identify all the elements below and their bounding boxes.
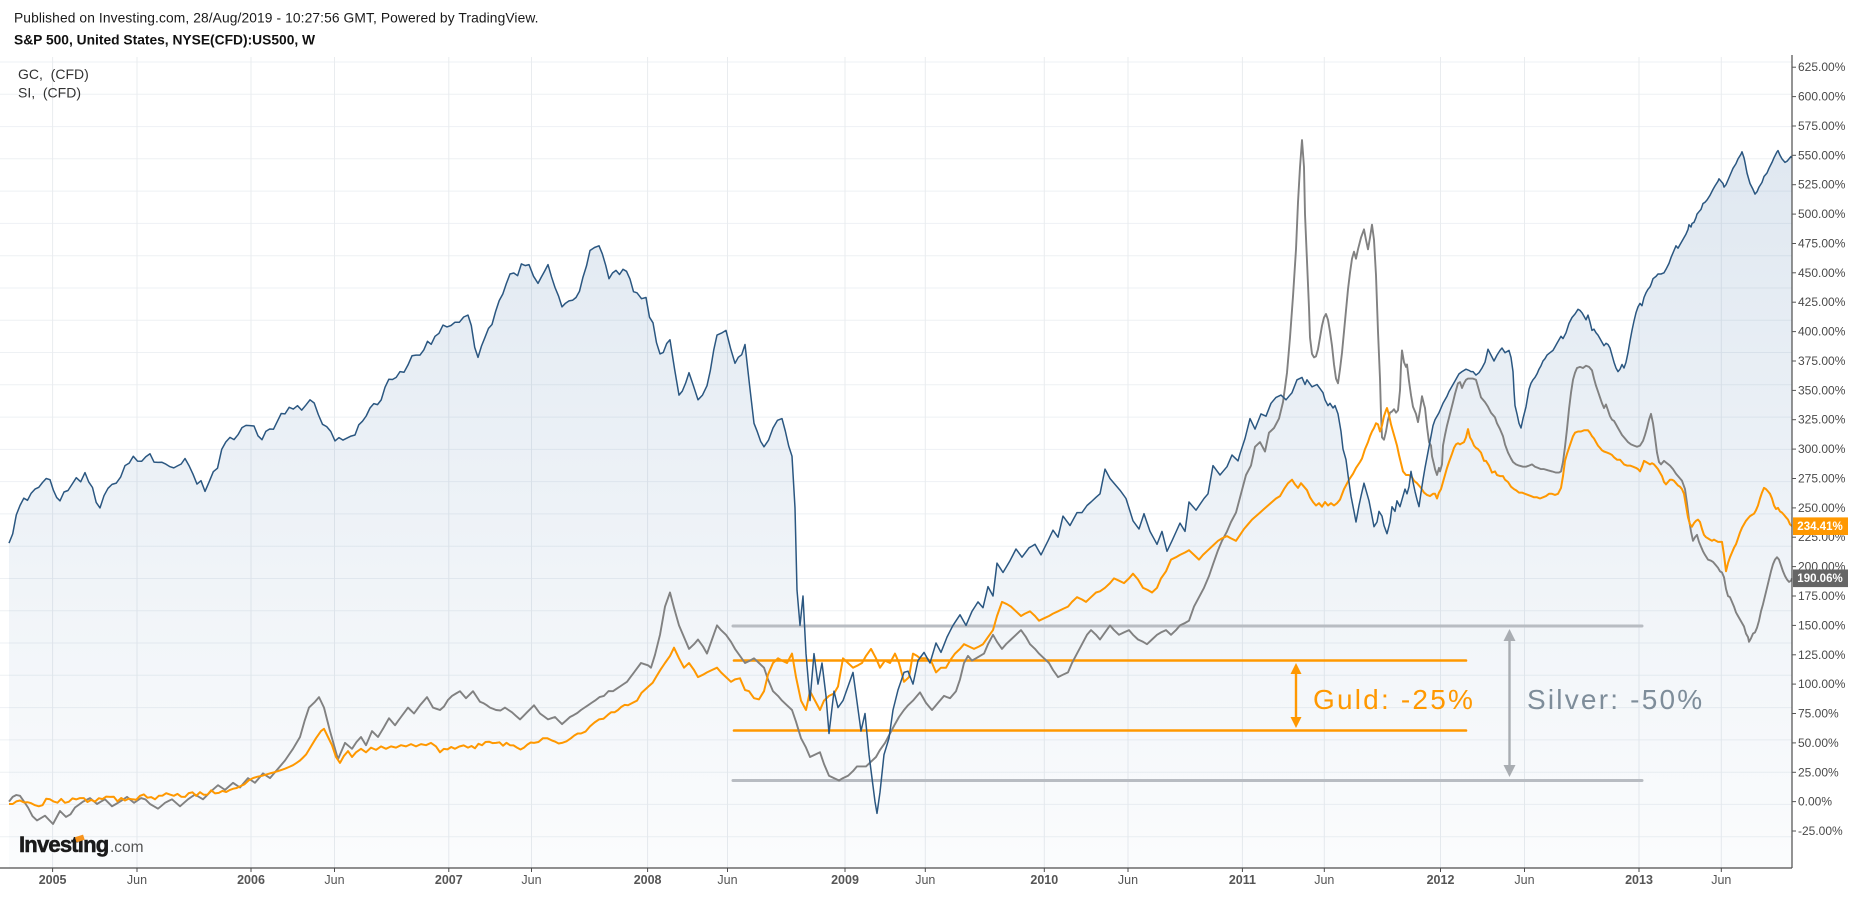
svg-text:2008: 2008 [634, 873, 662, 887]
svg-text:Guld: -25%: Guld: -25% [1313, 684, 1475, 715]
svg-text:600.00%: 600.00% [1798, 90, 1846, 104]
svg-text:2010: 2010 [1030, 873, 1058, 887]
svg-text:250.00%: 250.00% [1798, 501, 1846, 515]
svg-text:Jun: Jun [521, 873, 541, 887]
svg-text:SI, (CFD): SI, (CFD) [18, 85, 81, 101]
svg-text:234.41%: 234.41% [1797, 521, 1842, 533]
svg-text:2009: 2009 [831, 873, 859, 887]
svg-text:Jun: Jun [915, 873, 935, 887]
svg-text:150.00%: 150.00% [1798, 618, 1846, 632]
svg-text:Jun: Jun [717, 873, 737, 887]
svg-text:Jun: Jun [127, 873, 147, 887]
svg-text:2011: 2011 [1229, 873, 1256, 887]
svg-text:25.00%: 25.00% [1798, 765, 1839, 779]
svg-text:.com: .com [110, 839, 144, 856]
svg-text:475.00%: 475.00% [1798, 237, 1846, 251]
svg-text:2006: 2006 [237, 873, 265, 887]
svg-text:Jun: Jun [324, 873, 344, 887]
svg-text:500.00%: 500.00% [1798, 207, 1846, 221]
svg-text:Published on Investing.com, 28: Published on Investing.com, 28/Aug/2019 … [14, 11, 539, 26]
svg-text:400.00%: 400.00% [1798, 325, 1846, 339]
svg-text:Jun: Jun [1514, 873, 1534, 887]
svg-text:50.00%: 50.00% [1798, 736, 1839, 750]
svg-text:175.00%: 175.00% [1798, 589, 1846, 603]
svg-text:550.00%: 550.00% [1798, 148, 1846, 162]
svg-text:100.00%: 100.00% [1798, 677, 1846, 691]
svg-text:125.00%: 125.00% [1798, 648, 1846, 662]
svg-text:-25.00%: -25.00% [1798, 824, 1843, 838]
svg-text:275.00%: 275.00% [1798, 472, 1846, 486]
svg-text:575.00%: 575.00% [1798, 119, 1846, 133]
svg-text:325.00%: 325.00% [1798, 413, 1846, 427]
svg-text:Jun: Jun [1118, 873, 1138, 887]
svg-text:300.00%: 300.00% [1798, 442, 1846, 456]
svg-text:450.00%: 450.00% [1798, 266, 1846, 280]
svg-text:S&P 500, United States, NYSE(C: S&P 500, United States, NYSE(CFD):US500,… [14, 33, 316, 48]
svg-text:75.00%: 75.00% [1798, 707, 1839, 721]
svg-text:190.06%: 190.06% [1797, 573, 1842, 585]
svg-text:GC, (CFD): GC, (CFD) [18, 66, 89, 82]
svg-text:2013: 2013 [1625, 873, 1653, 887]
svg-text:0.00%: 0.00% [1798, 795, 1832, 809]
svg-text:525.00%: 525.00% [1798, 178, 1846, 192]
svg-text:Silver: -50%: Silver: -50% [1527, 684, 1704, 715]
svg-text:2005: 2005 [39, 873, 67, 887]
svg-text:375.00%: 375.00% [1798, 354, 1846, 368]
svg-text:2012: 2012 [1427, 873, 1455, 887]
svg-text:2007: 2007 [435, 873, 463, 887]
svg-text:Investıng: Investıng [19, 832, 108, 857]
svg-text:Jun: Jun [1711, 873, 1731, 887]
svg-text:425.00%: 425.00% [1798, 295, 1846, 309]
svg-text:350.00%: 350.00% [1798, 383, 1846, 397]
svg-text:Jun: Jun [1314, 873, 1334, 887]
svg-text:625.00%: 625.00% [1798, 60, 1846, 74]
